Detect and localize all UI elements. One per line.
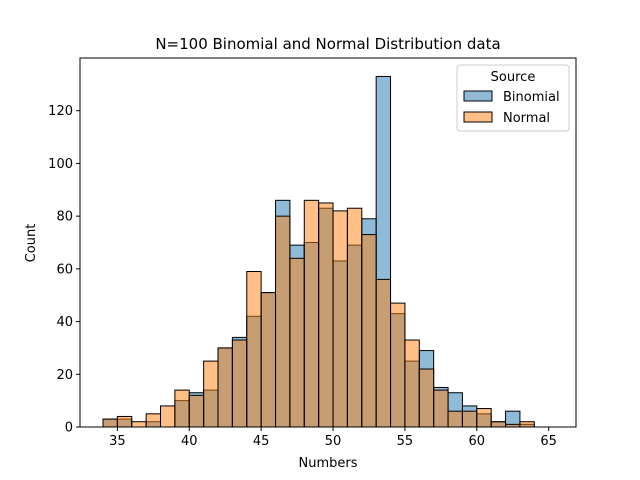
x-tick-label-45: 45 [253, 434, 270, 449]
plot-frame [79, 57, 577, 428]
bar-normal-15 [318, 202, 334, 428]
bar-normal-16 [332, 210, 348, 428]
bar-normal-23 [433, 389, 449, 428]
y-tick-label-40: 40 [56, 315, 73, 330]
bar-normal-8 [217, 347, 233, 428]
bar-normal-10 [246, 270, 262, 428]
bar-normal-7 [203, 360, 219, 428]
bar-normal-22 [418, 368, 435, 428]
bar-normal-0 [102, 418, 118, 428]
x-tick-label-60: 60 [469, 434, 486, 449]
bar-normal-13 [289, 257, 305, 428]
y-axis-label: Count [24, 224, 39, 263]
bars-layer [102, 75, 535, 428]
y-tick-label-0: 0 [65, 421, 73, 436]
y-tick-label-60: 60 [56, 262, 73, 277]
x-tick-label-65: 65 [540, 434, 557, 449]
legend-label-binomial: Binomial [503, 90, 560, 105]
x-tick-label-50: 50 [325, 434, 342, 449]
y-tick-label-100: 100 [48, 157, 73, 172]
bar-normal-26 [476, 408, 492, 428]
bar-normal-3 [145, 413, 162, 428]
x-tick-label-55: 55 [397, 434, 414, 449]
bar-normal-1 [116, 415, 133, 428]
bar-normal-27 [490, 421, 507, 428]
bar-normal-24 [447, 410, 463, 428]
chart-title: N=100 Binomial and Normal Distribution d… [155, 35, 500, 53]
bar-normal-4 [160, 405, 176, 428]
x-tick-label-35: 35 [109, 434, 126, 449]
bar-normal-5 [174, 389, 190, 428]
y-tick-label-20: 20 [56, 368, 73, 383]
bar-normal-6 [188, 394, 205, 428]
axes-layer: 35 40 45 50 55 60 65 0 20 40 60 80 100 120 [48, 57, 577, 449]
x-tick-label-40: 40 [181, 434, 198, 449]
bar-normal-21 [404, 339, 420, 428]
y-tick-label-80: 80 [56, 210, 73, 225]
bar-normal-29 [519, 421, 535, 428]
bar-normal-17 [346, 207, 363, 428]
legend-swatch-normal [463, 111, 493, 123]
bar-normal-2 [131, 421, 147, 428]
legend-swatch-binomial [463, 90, 493, 102]
bar-normal-20 [390, 302, 406, 428]
x-axis-label: Numbers [299, 456, 358, 471]
bar-normal-14 [303, 199, 320, 428]
bar-normal-18 [361, 234, 377, 428]
bar-normal-12 [275, 215, 291, 428]
bar-normal-19 [375, 278, 392, 428]
y-tick-label-120: 120 [48, 104, 73, 119]
legend-title: Source [491, 70, 536, 85]
legend-label-normal: Normal [503, 111, 550, 126]
legend: Source Binomial Normal [456, 64, 570, 132]
bar-normal-9 [231, 339, 248, 428]
bar-normal-11 [260, 292, 277, 428]
bar-normal-25 [461, 410, 478, 428]
